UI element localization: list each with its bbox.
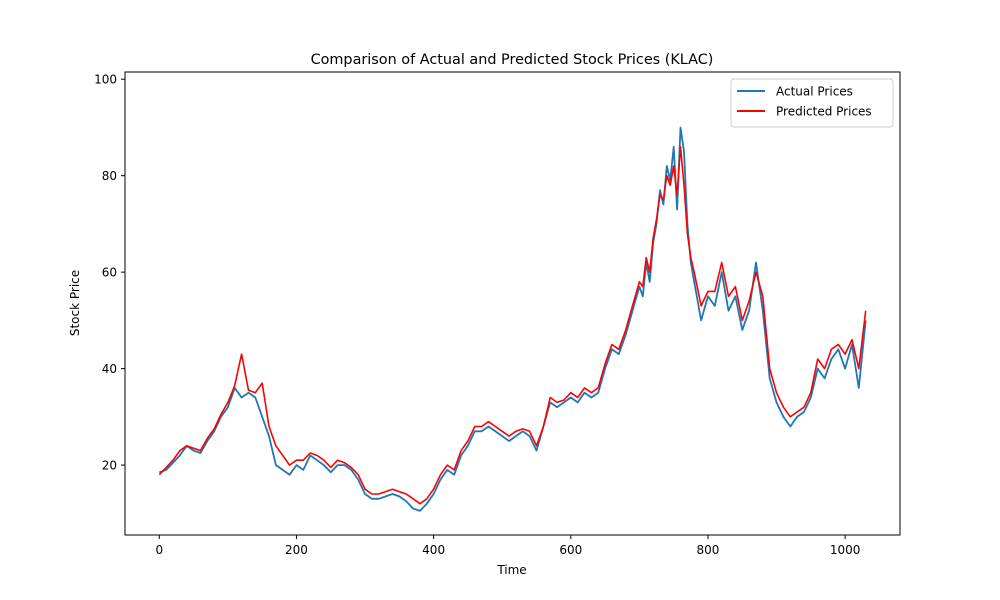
legend: Actual Prices Predicted Prices — [730, 78, 894, 128]
chart-title: Comparison of Actual and Predicted Stock… — [311, 52, 714, 68]
x-tick-label: 200 — [285, 543, 308, 557]
legend-label-predicted: Predicted Prices — [776, 105, 872, 119]
y-tick-label: 80 — [102, 169, 117, 183]
legend-label-actual: Actual Prices — [776, 85, 853, 99]
y-axis-label: Stock Price — [68, 270, 82, 336]
legend-box — [730, 78, 894, 128]
plot-lines — [158, 126, 867, 512]
y-tick-label: 20 — [102, 459, 117, 473]
x-tick-label: 0 — [155, 543, 163, 557]
x-tick-label: 600 — [559, 543, 582, 557]
x-tick-label: 1000 — [830, 543, 861, 557]
plot-frame — [124, 71, 901, 536]
y-axis-ticks: 20 40 60 80 100 — [94, 73, 125, 473]
x-tick-label: 800 — [697, 543, 720, 557]
series-line-predicted — [158, 146, 867, 505]
y-tick-label: 100 — [94, 73, 117, 87]
x-tick-label: 400 — [422, 543, 445, 557]
y-tick-label: 60 — [102, 266, 117, 280]
series-line-actual — [159, 126, 867, 512]
x-axis-ticks: 0 200 400 600 800 1000 — [155, 535, 860, 557]
x-axis-label: Time — [496, 563, 526, 577]
y-tick-label: 40 — [102, 362, 117, 376]
